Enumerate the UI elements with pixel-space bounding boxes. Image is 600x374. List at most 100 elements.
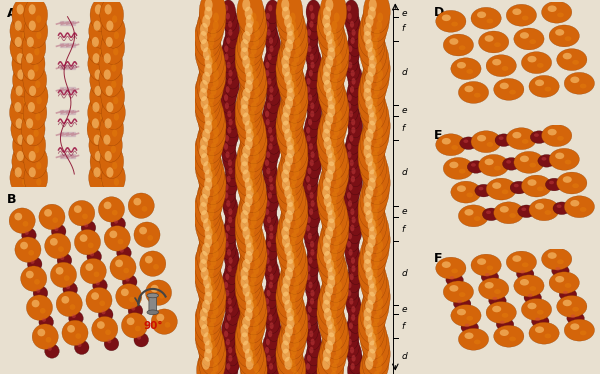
Circle shape [535,203,544,209]
Circle shape [549,148,580,170]
Circle shape [446,274,463,286]
Circle shape [334,240,340,250]
Circle shape [228,347,232,353]
Circle shape [279,178,305,221]
Circle shape [285,267,293,280]
Circle shape [492,182,501,189]
Circle shape [228,355,232,362]
Circle shape [266,151,270,158]
Circle shape [369,55,377,68]
Circle shape [237,275,264,319]
Circle shape [529,163,536,168]
Circle shape [374,257,380,266]
Circle shape [265,261,280,285]
Circle shape [281,194,308,237]
Circle shape [322,357,331,370]
Circle shape [320,47,347,91]
Circle shape [88,243,94,248]
Circle shape [308,119,312,125]
Circle shape [241,64,267,107]
Circle shape [245,137,253,150]
Circle shape [195,88,222,131]
Circle shape [522,139,529,144]
Circle shape [107,339,112,343]
Circle shape [262,155,277,179]
Circle shape [235,210,262,254]
Circle shape [471,254,501,276]
Circle shape [95,151,102,161]
Circle shape [529,322,559,344]
Circle shape [322,259,349,302]
Circle shape [269,45,274,52]
Circle shape [520,156,529,162]
Circle shape [100,0,124,32]
Circle shape [494,166,501,171]
Circle shape [89,79,113,113]
Circle shape [200,96,209,109]
Circle shape [464,209,473,216]
Circle shape [237,218,264,262]
Circle shape [114,178,119,186]
Circle shape [347,192,351,199]
Circle shape [457,300,462,303]
Circle shape [514,151,544,173]
Circle shape [290,363,296,372]
Circle shape [67,325,75,332]
Circle shape [358,194,385,237]
Circle shape [304,130,318,154]
Circle shape [286,137,295,150]
Circle shape [307,334,322,358]
Circle shape [344,277,359,301]
Circle shape [129,297,135,302]
Circle shape [317,120,344,164]
Circle shape [221,138,236,162]
Circle shape [277,0,304,42]
Circle shape [304,41,319,65]
Circle shape [265,347,269,353]
Circle shape [376,175,382,185]
Circle shape [347,53,351,60]
Circle shape [310,102,314,109]
Circle shape [245,7,253,19]
Circle shape [101,79,125,113]
Circle shape [376,306,382,315]
Circle shape [223,195,238,219]
Circle shape [295,45,301,55]
Circle shape [369,169,377,183]
Circle shape [323,80,332,93]
Circle shape [194,186,221,229]
Circle shape [303,269,318,292]
Circle shape [157,314,164,321]
Circle shape [203,275,211,288]
Circle shape [322,39,349,82]
Circle shape [88,95,112,130]
Circle shape [556,267,560,271]
Circle shape [365,129,373,142]
Circle shape [309,208,313,215]
Circle shape [537,186,544,191]
Circle shape [262,252,277,276]
Circle shape [334,355,340,364]
Circle shape [102,15,107,23]
Circle shape [200,23,208,36]
Circle shape [358,15,385,58]
Circle shape [26,53,33,63]
Circle shape [90,252,94,256]
Circle shape [489,294,506,307]
Circle shape [520,279,529,286]
Ellipse shape [147,293,158,298]
Circle shape [245,234,253,248]
Circle shape [212,346,217,356]
Circle shape [500,329,509,336]
Circle shape [25,145,30,153]
Circle shape [364,88,371,101]
Circle shape [549,272,580,294]
Circle shape [251,184,257,193]
Circle shape [114,32,119,39]
Circle shape [572,60,579,65]
Circle shape [14,21,22,31]
Circle shape [293,29,298,39]
Circle shape [203,47,211,60]
Circle shape [564,196,595,218]
Circle shape [121,288,129,296]
